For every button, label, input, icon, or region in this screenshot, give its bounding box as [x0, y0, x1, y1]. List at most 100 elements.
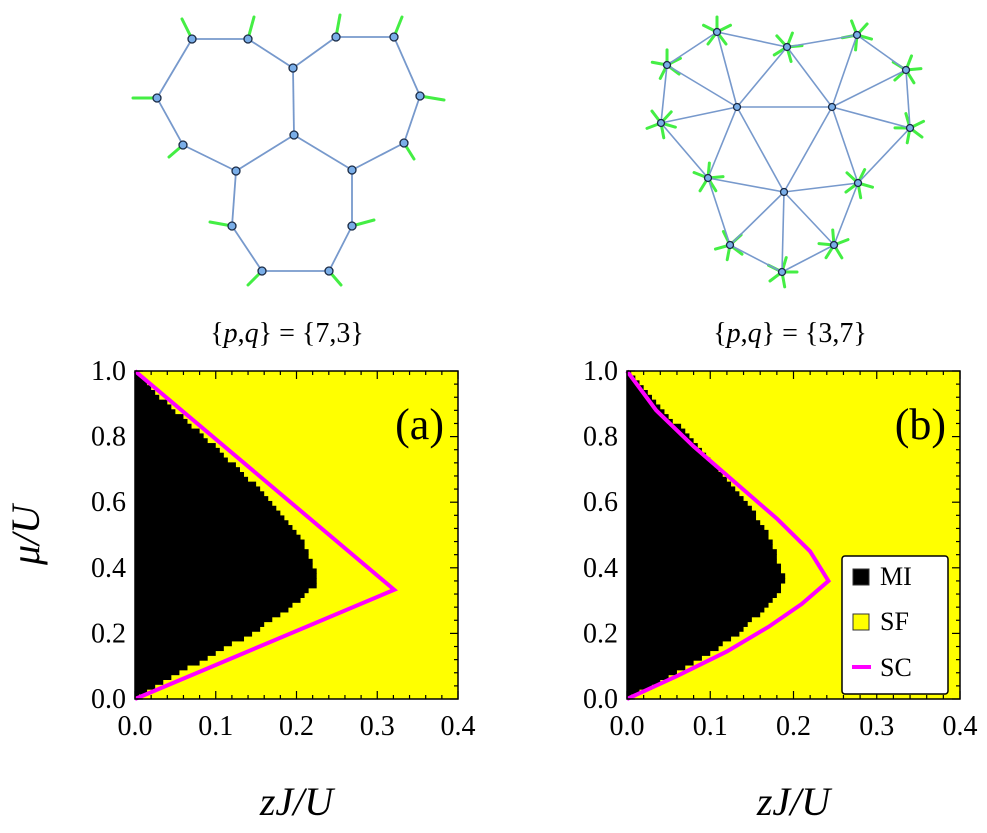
lattice-edge [857, 127, 911, 184]
mi-cell-row [627, 423, 682, 430]
lattice-node [227, 221, 237, 231]
y-tick-labels-b: 0.0 0.2 0.4 0.6 0.8 1.0 [583, 356, 618, 715]
mi-cell-row [627, 655, 702, 661]
lattice-edge [247, 38, 294, 69]
lattice-node [905, 123, 915, 133]
x-tick-label: 0.1 [198, 711, 233, 742]
mi-cell-row [627, 582, 782, 589]
mi-cell-row [627, 515, 757, 521]
y-tick-labels-a: 0.0 0.2 0.4 0.6 0.8 1.0 [91, 356, 126, 715]
mi-cell-row [135, 414, 184, 420]
mi-cell-row [627, 611, 761, 618]
lattice-node [829, 240, 839, 250]
mi-cell-row [135, 669, 180, 676]
mi-cell-row [627, 428, 686, 435]
lattice-node [415, 91, 425, 101]
lattice-edge [781, 244, 835, 273]
lattice-node [852, 30, 862, 40]
mi-cell-row [135, 635, 245, 642]
mi-cell-row [627, 505, 752, 512]
y-tick-label: 0.2 [91, 618, 126, 649]
x-tick-label: 0.2 [279, 711, 314, 742]
lattice-node [187, 34, 197, 44]
lattice-node [777, 267, 787, 277]
mi-cell-row [627, 558, 777, 565]
lattice-edge [786, 34, 858, 48]
mi-cell-row [627, 404, 661, 410]
mi-cell-row [135, 582, 317, 589]
mi-cell-row [135, 544, 305, 550]
lattice-edge [833, 182, 859, 246]
mi-cell-row [627, 660, 694, 666]
lattice-node [399, 138, 409, 148]
mi-cell-row [135, 452, 224, 459]
x-tick-label: 0.0 [610, 711, 645, 742]
phase-diagram-b: 0.0 0.1 0.2 0.3 0.4 0.0 0.2 0.4 0.6 0.8 1.0 (b) z… [583, 356, 978, 824]
mi-cell-row [627, 486, 736, 492]
mi-cell-row [627, 664, 686, 671]
lattice-edge [351, 142, 405, 171]
lattice-edge [182, 144, 237, 172]
lattice-edge [231, 170, 237, 227]
legend-box [841, 555, 949, 695]
x-axis-label-b: zJ/U [756, 779, 833, 824]
mi-cell-row [135, 655, 208, 661]
x-tick-label: 0.3 [360, 711, 395, 742]
mi-cell-row [135, 553, 309, 560]
lattice-7-3-diagram [131, 13, 446, 287]
mi-cell-row [135, 462, 236, 468]
mi-cell-row [627, 635, 732, 642]
y-tick-label: 0.8 [91, 422, 126, 453]
mi-cell-row [135, 631, 253, 637]
mi-region-a [135, 370, 317, 700]
mi-cell-row [135, 394, 160, 401]
lattice-3-7-diagram [645, 15, 926, 289]
x-axis-label-a: zJ/U [259, 779, 336, 824]
mi-cell-row [135, 573, 317, 579]
mi-cell-row [135, 568, 317, 574]
y-tick-label: 0.0 [583, 684, 618, 715]
lattice-edge [831, 106, 859, 184]
y-tick-label: 0.0 [91, 684, 126, 715]
mi-cell-row [627, 447, 702, 454]
ticks-b [626, 370, 961, 700]
mi-cell-row [627, 616, 752, 623]
y-tick-label: 0.6 [583, 487, 618, 518]
mi-cell-row [627, 684, 652, 690]
lattice-edge [156, 38, 193, 99]
mi-cell-row [627, 394, 652, 401]
mi-cell-row [135, 486, 261, 492]
mi-cell-row [627, 462, 715, 468]
x-tick-label: 0.3 [859, 711, 894, 742]
mi-cell-row [135, 467, 240, 473]
mi-cell-row [135, 385, 152, 391]
mi-cell-row [135, 500, 273, 507]
legend-swatch-sf [852, 613, 870, 631]
mi-cell-row [135, 587, 309, 594]
mi-cell-row [135, 597, 301, 603]
sc-line-a [133, 369, 398, 701]
mi-cell-row [135, 645, 224, 652]
lattice-edge [831, 34, 858, 108]
mi-cell-row [627, 640, 723, 647]
mi-cell-row [135, 476, 249, 483]
mi-cell-row [627, 418, 673, 425]
mi-cell-row [135, 684, 156, 690]
lattice-edge [831, 106, 911, 129]
lattice-edge [235, 134, 295, 172]
mi-cell-row [627, 645, 719, 652]
mi-cell-row [627, 409, 665, 415]
legend: MI SF SC [841, 555, 949, 695]
mi-cell-row [627, 467, 719, 473]
mi-cell-row [627, 452, 707, 459]
mi-cell-row [627, 602, 769, 608]
mi-cell-row [627, 457, 711, 463]
lattice-edge [707, 177, 731, 246]
lattice-edge [660, 122, 709, 179]
lattice-node [231, 166, 241, 176]
lattice-node [782, 42, 792, 52]
lattice-node [901, 65, 911, 75]
mi-cell-row [627, 525, 765, 531]
lattice-node [289, 130, 299, 140]
mi-cell-row [627, 385, 644, 391]
